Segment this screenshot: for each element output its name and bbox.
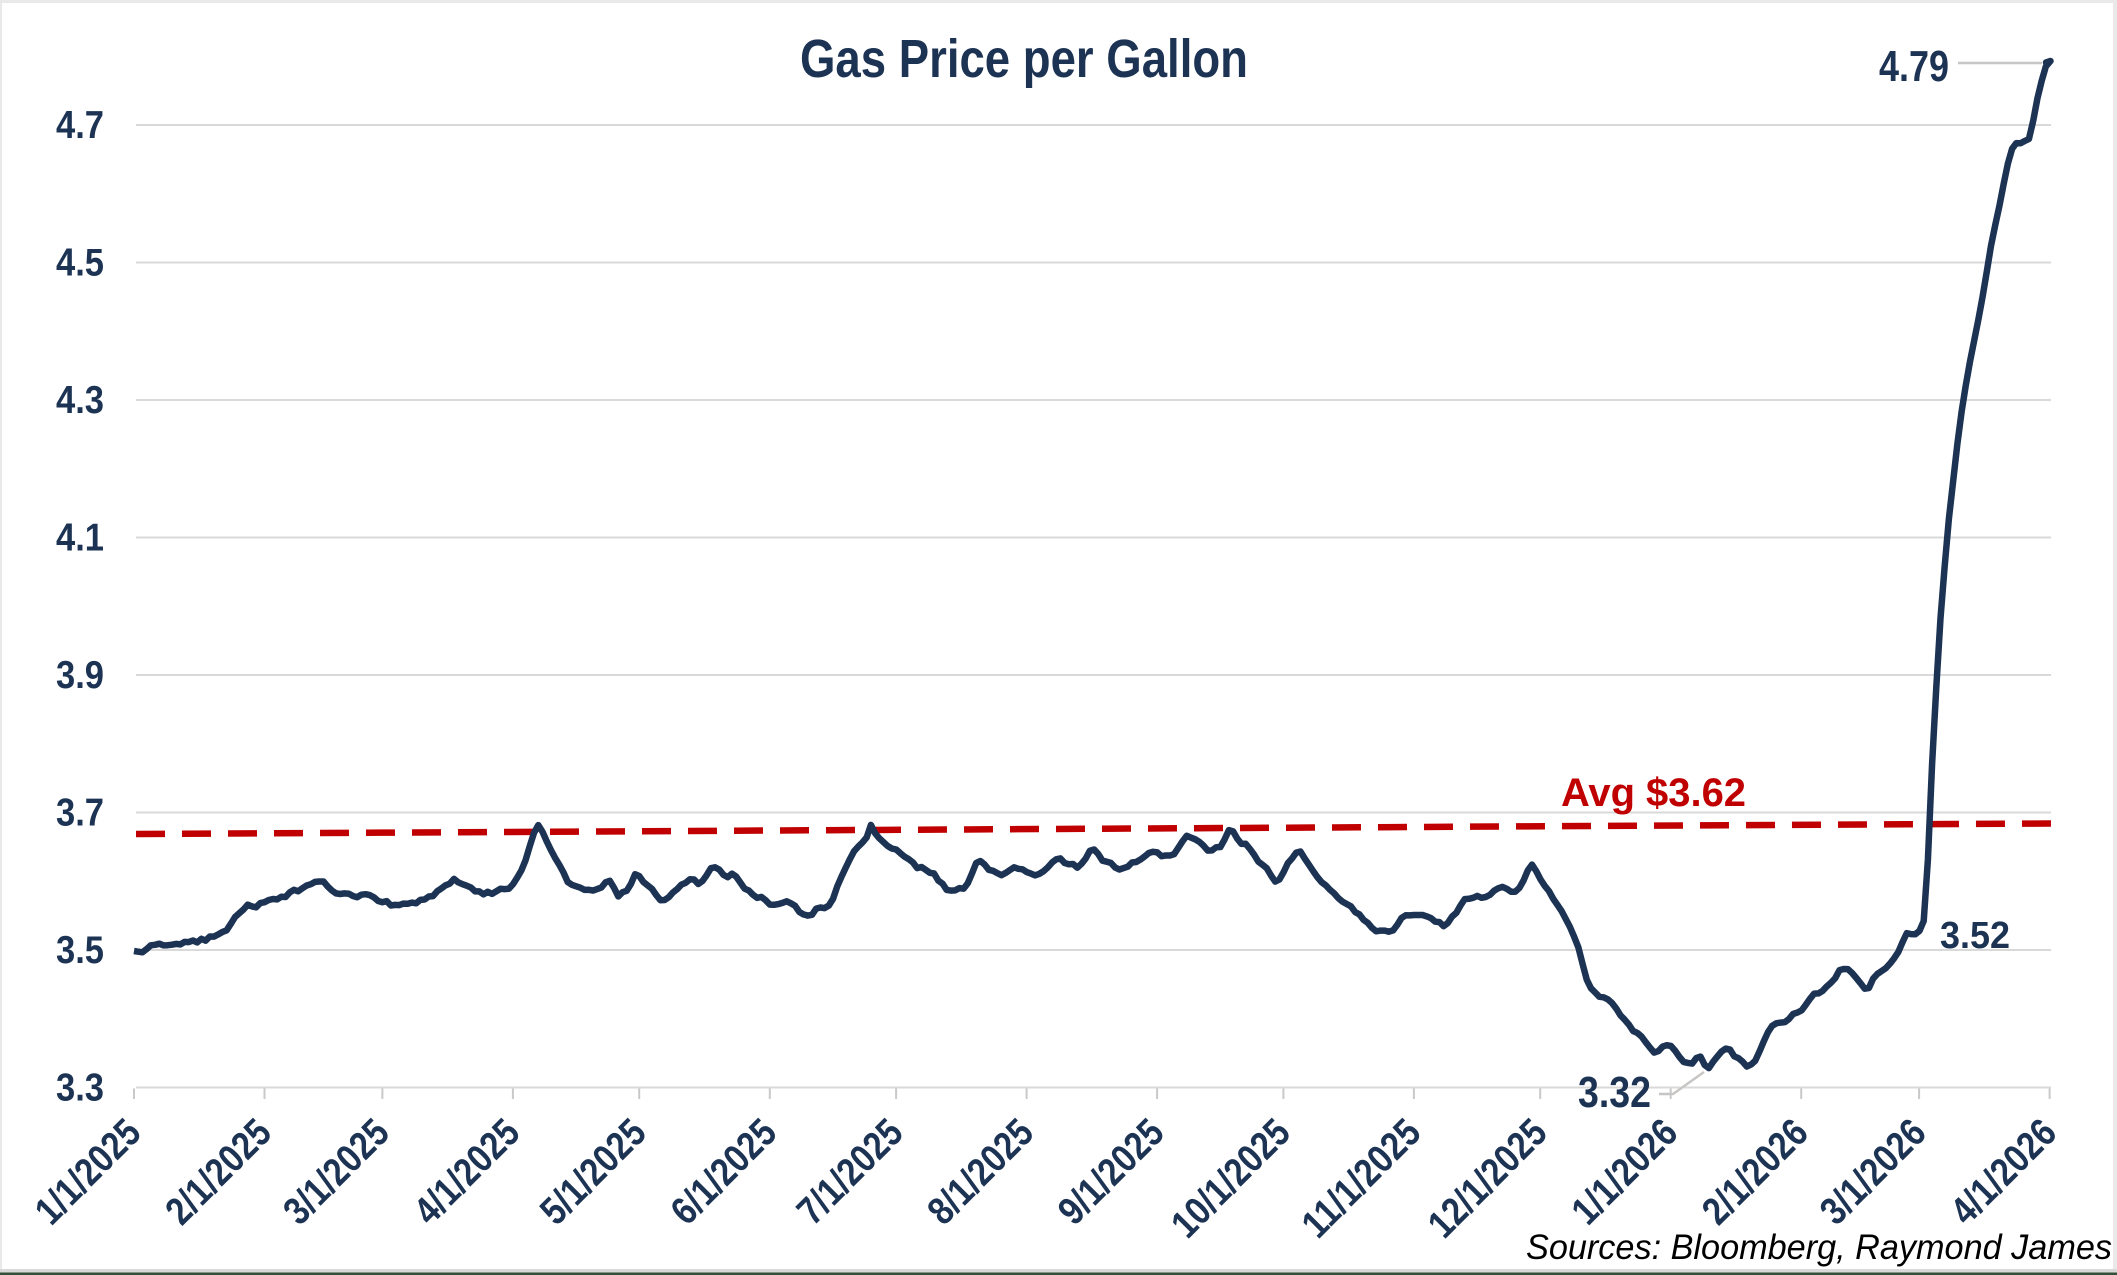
svg-text:3.7: 3.7 xyxy=(56,792,104,835)
svg-text:4.5: 4.5 xyxy=(56,242,104,285)
svg-text:Sources: Bloomberg, Raymond Ja: Sources: Bloomberg, Raymond James xyxy=(1526,1228,2112,1267)
svg-text:4.3: 4.3 xyxy=(56,379,104,422)
svg-text:3.52: 3.52 xyxy=(1940,915,2010,957)
svg-text:4.7: 4.7 xyxy=(56,104,104,147)
svg-text:3.9: 3.9 xyxy=(56,654,104,697)
svg-text:Gas Price per Gallon: Gas Price per Gallon xyxy=(800,29,1248,89)
svg-text:Avg $3.62: Avg $3.62 xyxy=(1561,771,1746,815)
svg-text:4.1: 4.1 xyxy=(56,517,104,560)
svg-text:4.79: 4.79 xyxy=(1879,42,1949,91)
svg-text:3.3: 3.3 xyxy=(56,1067,104,1110)
svg-text:3.5: 3.5 xyxy=(56,929,104,972)
svg-text:3.32: 3.32 xyxy=(1578,1068,1651,1117)
